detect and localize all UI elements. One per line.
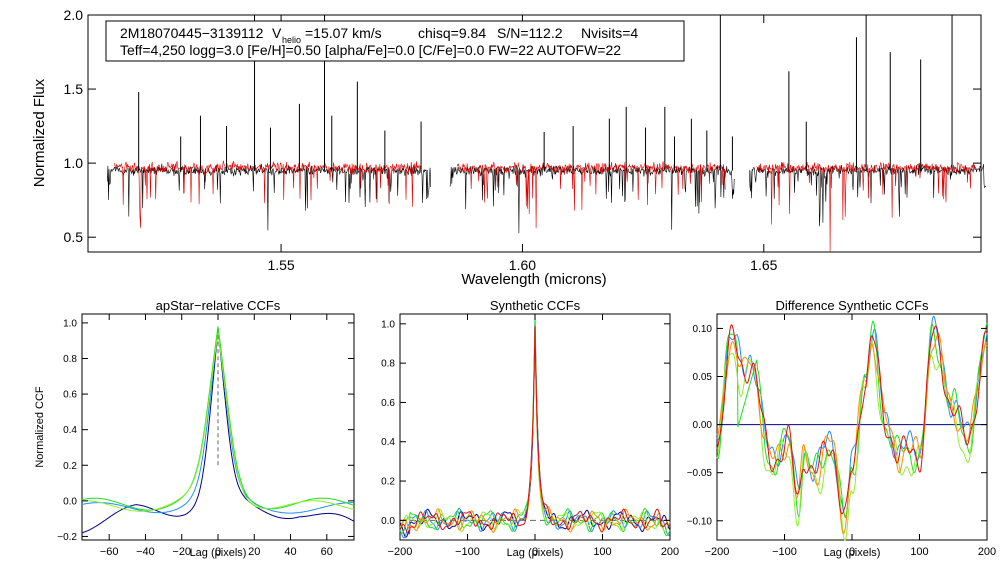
y-tick-label: 0.4 bbox=[381, 437, 395, 448]
x-tick-label: −200 bbox=[388, 546, 413, 558]
x-tick-label: 200 bbox=[978, 546, 996, 558]
synthetic-y-ticks: 0.0 0.2 0.4 0.6 0.8 1.0 bbox=[381, 319, 670, 527]
synthetic-ccf-line bbox=[399, 326, 671, 535]
annotation-box bbox=[105, 20, 685, 62]
model-spectrum-line bbox=[114, 160, 422, 228]
difference-ccf-line bbox=[716, 332, 988, 535]
spectrum-data bbox=[107, 15, 986, 253]
difference-data bbox=[716, 315, 988, 541]
difference-frame bbox=[716, 313, 988, 541]
y-tick-label: 1.0 bbox=[64, 155, 84, 171]
apstar-y-label: Normalized CCF bbox=[34, 386, 46, 468]
spectrum-y-label: Normalized Flux bbox=[31, 78, 48, 187]
y-tick-label: 0.2 bbox=[381, 477, 395, 488]
object-id: 2M18070445−3139112 bbox=[120, 25, 264, 41]
x-tick-label: 0 bbox=[532, 546, 538, 558]
annotation-line-1: 2M18070445−3139112 V helio =15.07 km/s c… bbox=[120, 25, 638, 46]
x-tick-label: 0 bbox=[849, 546, 855, 558]
x-tick-label: −200 bbox=[705, 546, 730, 558]
y-tick-label: 1.0 bbox=[63, 318, 77, 329]
apstar-title: apStar−relative CCFs bbox=[156, 298, 281, 313]
apstar-ccf-line bbox=[81, 330, 355, 534]
x-tick-label: 40 bbox=[284, 546, 296, 558]
y-tick-label: 0.8 bbox=[381, 359, 395, 370]
y-tick-label: 2.0 bbox=[64, 7, 84, 23]
y-tick-label: 0.6 bbox=[381, 398, 395, 409]
synthetic-title: Synthetic CCFs bbox=[490, 298, 581, 313]
velocity-value: =15.07 km/s bbox=[305, 25, 382, 41]
x-tick-label: 20 bbox=[248, 546, 260, 558]
x-tick-label: 0 bbox=[215, 546, 221, 558]
synthetic-data bbox=[399, 315, 671, 539]
synthetic-x-ticks: −200 −100 0 100 200 bbox=[388, 314, 679, 558]
difference-title: Difference Synthetic CCFs bbox=[776, 298, 929, 313]
model-spectrum-line bbox=[756, 161, 977, 253]
x-tick-label: 1.65 bbox=[750, 257, 777, 273]
chisq-value: chisq=9.84 bbox=[418, 25, 486, 41]
y-tick-label: 0.2 bbox=[63, 461, 77, 472]
synthetic-ccf-panel: Synthetic CCFs −200 −100 0 100 200 0.0 0.2 0.4… bbox=[381, 298, 679, 559]
sn-value: S/N=112.2 bbox=[497, 25, 563, 41]
x-tick-label: −20 bbox=[172, 546, 191, 558]
x-tick-label: −40 bbox=[136, 546, 155, 558]
y-tick-label: 1.5 bbox=[64, 81, 84, 97]
x-tick-label: 1.55 bbox=[267, 257, 294, 273]
velocity-label: V bbox=[272, 25, 282, 41]
y-tick-label: −0.10 bbox=[687, 516, 713, 527]
x-tick-label: 60 bbox=[321, 546, 333, 558]
velocity-subscript: helio bbox=[282, 35, 301, 45]
y-tick-label: 0.0 bbox=[63, 496, 77, 507]
observed-spectrum-line bbox=[107, 163, 431, 231]
spectrum-x-ticks: 1.55 1.60 1.65 bbox=[267, 15, 778, 273]
x-tick-label: −100 bbox=[772, 546, 797, 558]
model-spectrum-line bbox=[457, 161, 726, 229]
nvisits-value: Nvisits=4 bbox=[581, 25, 638, 41]
y-tick-label: 0.0 bbox=[381, 516, 395, 527]
y-tick-label: 0.4 bbox=[63, 425, 77, 436]
synthetic-ccf-line bbox=[399, 331, 671, 533]
apstar-ccf-line bbox=[81, 326, 355, 511]
y-tick-label: 0.10 bbox=[693, 324, 713, 335]
difference-ccf-panel: Difference Synthetic CCFs −200 −100 0 100 20… bbox=[687, 298, 996, 559]
x-tick-label: −60 bbox=[100, 546, 119, 558]
spectrum-y-ticks: 0.5 1.0 1.5 2.0 bbox=[64, 7, 981, 245]
observed-spectrum-line bbox=[749, 162, 986, 227]
difference-ccf-line bbox=[716, 341, 988, 541]
difference-ccf-line bbox=[716, 324, 988, 515]
annotation-line-2: Teff=4,250 logg=3.0 [Fe/H]=0.50 [alpha/F… bbox=[120, 42, 621, 58]
apstar-ccf-panel: apStar−relative CCFs −60 −40 −20 0 20 40 60 −0… bbox=[34, 298, 355, 559]
y-tick-label: 0.5 bbox=[64, 229, 84, 245]
y-tick-label: −0.2 bbox=[57, 532, 77, 543]
y-tick-label: 0.8 bbox=[63, 354, 77, 365]
apstar-x-label: Lag (pixels) bbox=[190, 547, 247, 559]
difference-ccf-line bbox=[716, 315, 988, 518]
x-tick-label: 200 bbox=[661, 546, 679, 558]
apstar-y-ticks: −0.2 0.0 0.2 0.4 0.6 0.8 1.0 bbox=[57, 318, 354, 543]
observed-spectrum-line bbox=[449, 164, 735, 234]
x-tick-label: 1.60 bbox=[509, 257, 536, 273]
y-tick-label: 1.0 bbox=[381, 319, 395, 330]
spectrum-x-label: Wavelength (microns) bbox=[461, 271, 606, 288]
difference-x-label: Lag (pixels) bbox=[824, 547, 881, 559]
spectrum-panel: 1.55 1.60 1.65 0.5 1.0 1.5 2.0 Wavelength (mi… bbox=[31, 7, 986, 288]
x-tick-label: 100 bbox=[593, 546, 611, 558]
difference-x-ticks: −200 −100 0 100 200 bbox=[705, 314, 996, 558]
apstar-ccf-line bbox=[82, 332, 355, 512]
difference-ccf-line bbox=[716, 320, 988, 519]
difference-y-ticks: −0.10 −0.05 0.00 0.05 0.10 bbox=[687, 324, 987, 527]
x-tick-label: 100 bbox=[910, 546, 928, 558]
y-tick-label: 0.00 bbox=[693, 420, 713, 431]
y-tick-label: −0.05 bbox=[687, 468, 713, 479]
x-tick-label: −100 bbox=[455, 546, 480, 558]
apstar-data bbox=[81, 326, 355, 534]
spectrum-frame bbox=[87, 14, 982, 253]
apstar-x-ticks: −60 −40 −20 0 20 40 60 bbox=[100, 314, 333, 558]
y-tick-label: 0.05 bbox=[693, 372, 713, 383]
synthetic-x-label: Lag (pixels) bbox=[507, 547, 564, 559]
y-tick-label: 0.6 bbox=[63, 390, 77, 401]
